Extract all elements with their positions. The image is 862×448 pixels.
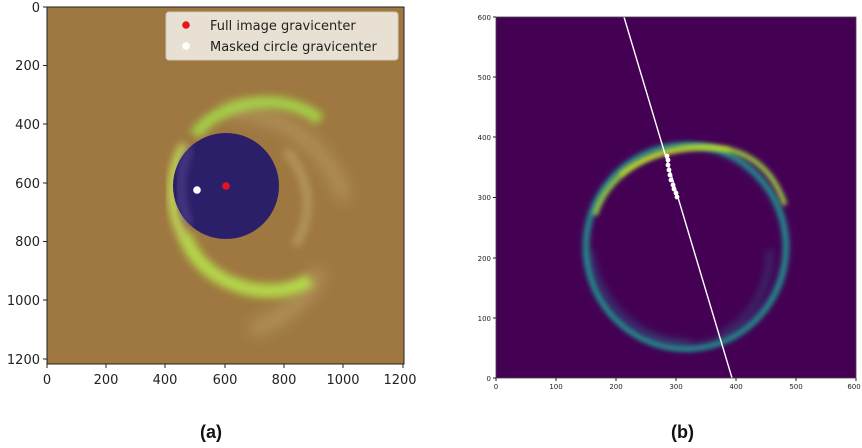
legend-label: Full image gravicenter <box>210 19 356 34</box>
gravicenter-point <box>665 162 671 168</box>
x-tick-label: 400 <box>153 373 178 388</box>
x-axis-b: 0 100 200 300 400 500 600 <box>494 378 861 391</box>
gravicenter-point <box>664 153 670 159</box>
green-ring-arc-bottom <box>178 232 314 298</box>
x-tick-label: 1200 <box>383 373 416 388</box>
y-tick-label: 1200 <box>7 353 40 368</box>
x-tick-label: 0 <box>43 373 51 388</box>
x-tick-label: 400 <box>729 383 742 391</box>
legend-marker-white <box>182 42 190 50</box>
y-tick-label: 1000 <box>7 294 40 309</box>
inner-faint-ring <box>587 249 691 346</box>
x-tick-label: 500 <box>789 383 802 391</box>
x-tick-label: 600 <box>213 373 238 388</box>
gravicenter-point <box>674 194 680 200</box>
gravicenter-point <box>671 186 677 192</box>
y-tick-label: 400 <box>15 118 40 133</box>
y-tick-label: 600 <box>15 177 40 192</box>
figure-a: 0 200 400 600 800 1000 1200 0 200 400 60… <box>7 1 417 388</box>
legend-label: Masked circle gravicenter <box>210 40 377 55</box>
y-axis-b: 600 500 400 300 200 100 0 <box>478 14 496 383</box>
legend: Full image gravicenter Masked circle gra… <box>165 11 399 61</box>
caption-a: (a) <box>200 422 222 442</box>
x-tick-label: 300 <box>669 383 682 391</box>
y-tick-label: 100 <box>478 315 491 323</box>
y-tick-label: 200 <box>15 59 40 74</box>
gravicenter-point <box>665 157 671 163</box>
faint-ring-arc <box>224 105 350 202</box>
y-tick-label: 0 <box>487 375 491 383</box>
x-tick-label: 0 <box>494 383 498 391</box>
gravicenter-point <box>673 190 679 196</box>
y-tick-label: 800 <box>15 235 40 250</box>
masked-circle-gravicenter-point <box>193 186 201 194</box>
x-tick-label: 1000 <box>326 373 359 388</box>
gravicenter-points <box>664 153 680 200</box>
x-tick-label: 100 <box>549 383 562 391</box>
gravicenter-point <box>667 172 673 178</box>
x-tick-label: 200 <box>609 383 622 391</box>
y-tick-label: 500 <box>478 74 491 82</box>
figure-b: 600 500 400 300 200 100 0 0 100 200 300 … <box>478 14 861 391</box>
x-tick-label: 200 <box>94 373 119 388</box>
y-tick-label: 600 <box>478 14 491 22</box>
y-tick-label: 200 <box>478 255 491 263</box>
gravicenter-point <box>668 177 674 183</box>
y-tick-label: 0 <box>32 1 40 16</box>
gravicenter-point <box>670 182 676 188</box>
y-tick-label: 400 <box>478 134 491 142</box>
legend-marker-red <box>182 21 190 29</box>
gravicenter-point <box>666 167 672 173</box>
green-ring-arc-top <box>190 96 324 139</box>
legend-box <box>165 11 399 61</box>
full-image-gravicenter-point <box>222 182 230 190</box>
y-axis-a: 0 200 400 600 800 1000 1200 <box>7 1 47 368</box>
caption-b: (b) <box>671 422 694 442</box>
x-tick-label: 600 <box>847 383 860 391</box>
x-axis-a: 0 200 400 600 800 1000 1200 <box>43 364 417 388</box>
x-tick-label: 800 <box>272 373 297 388</box>
y-tick-label: 300 <box>478 194 491 202</box>
